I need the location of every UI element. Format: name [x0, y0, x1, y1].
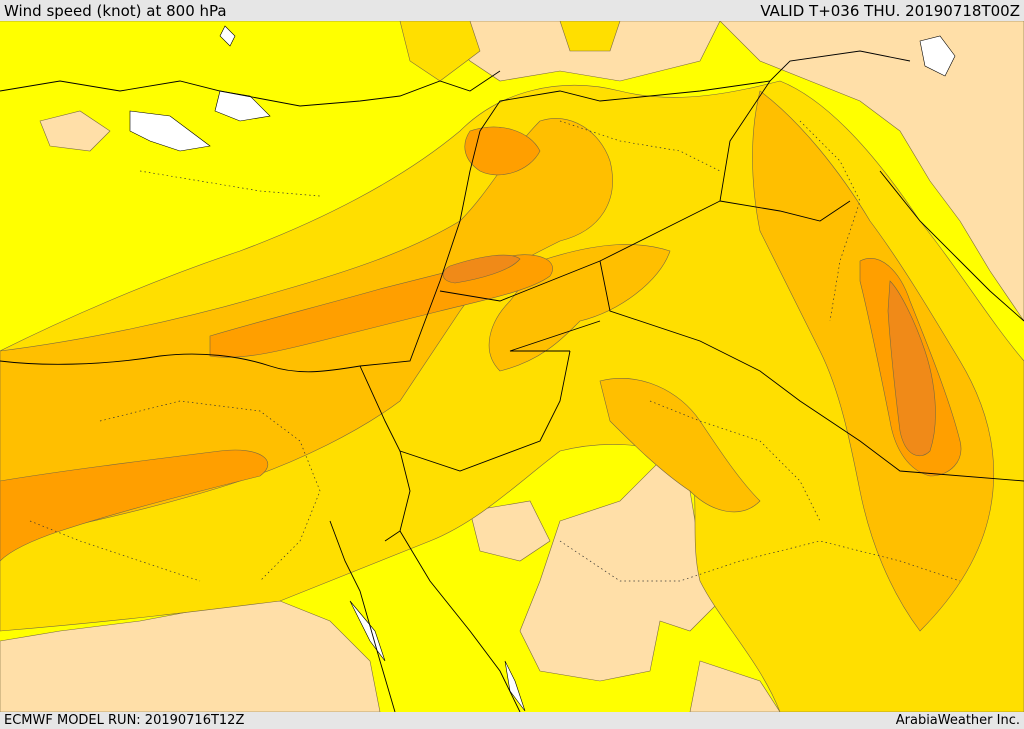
water-bodies [129, 25, 956, 712]
calm-regions [0, 21, 1024, 712]
map-panel [0, 21, 1024, 712]
model-run-label: ECMWF MODEL RUN: 20190716T12Z [4, 713, 245, 728]
header-bar: Wind speed (knot) at 800 hPa VALID T+036… [0, 0, 1024, 21]
province-lines [29, 120, 961, 582]
credit-label: ArabiaWeather Inc. [895, 713, 1020, 728]
wind-speed-map [0, 21, 1024, 712]
valid-time: VALID T+036 THU. 20190718T00Z [760, 2, 1020, 20]
footer-bar: ECMWF MODEL RUN: 20190716T12Z ArabiaWeat… [0, 712, 1024, 729]
map-title: Wind speed (knot) at 800 hPa [4, 2, 227, 20]
wind-band-4 [442, 254, 936, 456]
boundaries [0, 50, 1024, 712]
